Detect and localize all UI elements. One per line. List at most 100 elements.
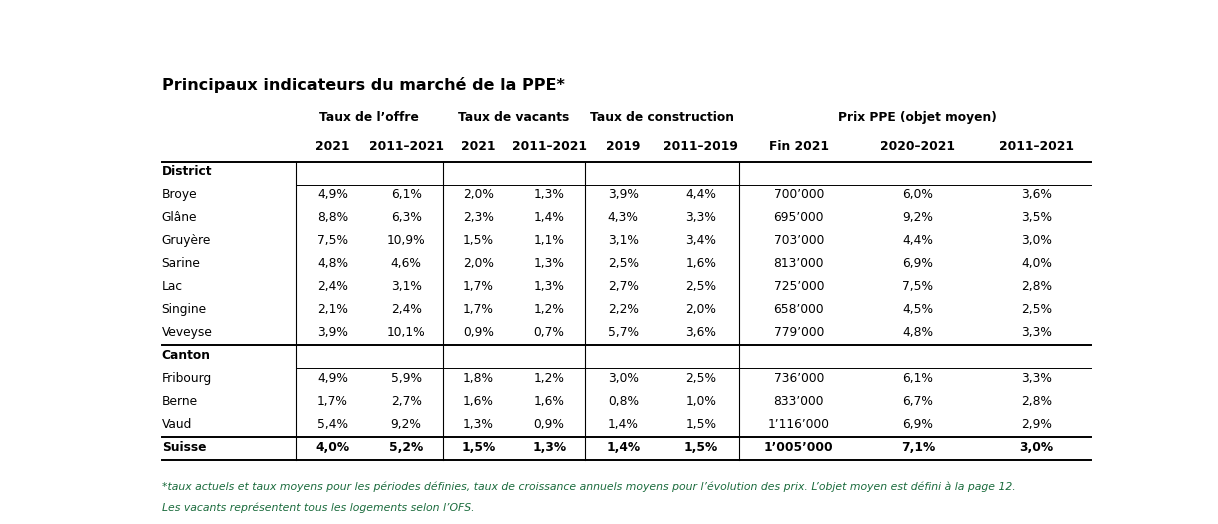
Text: 2021: 2021: [462, 139, 496, 152]
Text: District: District: [162, 165, 212, 178]
Text: 4,9%: 4,9%: [317, 188, 348, 201]
Text: 1,4%: 1,4%: [607, 441, 641, 454]
Text: 703’000: 703’000: [773, 234, 825, 247]
Text: 700’000: 700’000: [773, 188, 825, 201]
Text: 4,5%: 4,5%: [903, 303, 933, 316]
Text: 4,3%: 4,3%: [608, 211, 638, 224]
Text: 2,5%: 2,5%: [1021, 303, 1052, 316]
Text: 2,0%: 2,0%: [686, 303, 716, 316]
Text: 2,1%: 2,1%: [317, 303, 348, 316]
Text: 695’000: 695’000: [773, 211, 825, 224]
Text: 5,4%: 5,4%: [317, 418, 348, 431]
Text: 725’000: 725’000: [773, 280, 825, 293]
Text: 2,9%: 2,9%: [1022, 418, 1052, 431]
Text: 7,1%: 7,1%: [900, 441, 935, 454]
Text: 9,2%: 9,2%: [903, 211, 933, 224]
Text: 2011–2021: 2011–2021: [999, 139, 1074, 152]
Text: 1,7%: 1,7%: [463, 303, 493, 316]
Text: 3,1%: 3,1%: [391, 280, 421, 293]
Text: 3,3%: 3,3%: [686, 211, 716, 224]
Text: 658’000: 658’000: [773, 303, 825, 316]
Text: 4,4%: 4,4%: [686, 188, 716, 201]
Text: 3,4%: 3,4%: [686, 234, 716, 247]
Text: 4,6%: 4,6%: [391, 257, 421, 270]
Text: 1,3%: 1,3%: [533, 257, 565, 270]
Text: Fribourg: Fribourg: [162, 372, 212, 385]
Text: 1,5%: 1,5%: [463, 234, 493, 247]
Text: 6,9%: 6,9%: [903, 418, 933, 431]
Text: 3,3%: 3,3%: [1022, 372, 1052, 385]
Text: 2,5%: 2,5%: [686, 372, 716, 385]
Text: Berne: Berne: [162, 395, 197, 408]
Text: 1,5%: 1,5%: [686, 418, 716, 431]
Text: 8,8%: 8,8%: [317, 211, 348, 224]
Text: 6,1%: 6,1%: [903, 372, 933, 385]
Text: Sarine: Sarine: [162, 257, 201, 270]
Text: 4,8%: 4,8%: [317, 257, 348, 270]
Text: 1’116’000: 1’116’000: [767, 418, 829, 431]
Text: 2021: 2021: [315, 139, 350, 152]
Text: 4,8%: 4,8%: [903, 326, 933, 339]
Text: 1,3%: 1,3%: [533, 188, 565, 201]
Text: Broye: Broye: [162, 188, 197, 201]
Text: 1,5%: 1,5%: [683, 441, 717, 454]
Text: 2,3%: 2,3%: [463, 211, 493, 224]
Text: 6,1%: 6,1%: [391, 188, 421, 201]
Text: Suisse: Suisse: [162, 441, 206, 454]
Text: 779’000: 779’000: [773, 326, 825, 339]
Text: 2019: 2019: [607, 139, 641, 152]
Text: 1,8%: 1,8%: [463, 372, 493, 385]
Text: Vaud: Vaud: [162, 418, 192, 431]
Text: Gruyère: Gruyère: [162, 234, 211, 247]
Text: 2,7%: 2,7%: [391, 395, 421, 408]
Text: 1,5%: 1,5%: [462, 441, 496, 454]
Text: *taux actuels et taux moyens pour les périodes définies, taux de croissance annu: *taux actuels et taux moyens pour les pé…: [162, 482, 1016, 492]
Text: 2011–2019: 2011–2019: [664, 139, 738, 152]
Text: 0,7%: 0,7%: [533, 326, 565, 339]
Text: Prix PPE (objet moyen): Prix PPE (objet moyen): [838, 111, 998, 124]
Text: 1,0%: 1,0%: [686, 395, 716, 408]
Text: 7,5%: 7,5%: [903, 280, 933, 293]
Text: 3,3%: 3,3%: [1022, 326, 1052, 339]
Text: 3,9%: 3,9%: [608, 188, 638, 201]
Text: 1,3%: 1,3%: [463, 418, 493, 431]
Text: 4,0%: 4,0%: [1022, 257, 1052, 270]
Text: 10,1%: 10,1%: [387, 326, 425, 339]
Text: 3,5%: 3,5%: [1021, 211, 1052, 224]
Text: 3,0%: 3,0%: [1019, 441, 1054, 454]
Text: Singine: Singine: [162, 303, 207, 316]
Text: 5,2%: 5,2%: [389, 441, 424, 454]
Text: 1,4%: 1,4%: [608, 418, 638, 431]
Text: Lac: Lac: [162, 280, 183, 293]
Text: Veveyse: Veveyse: [162, 326, 213, 339]
Text: 9,2%: 9,2%: [391, 418, 421, 431]
Text: 2,0%: 2,0%: [463, 188, 493, 201]
Text: 3,0%: 3,0%: [608, 372, 638, 385]
Text: 1,2%: 1,2%: [533, 372, 565, 385]
Text: Taux de vacants: Taux de vacants: [458, 111, 569, 124]
Text: 1,3%: 1,3%: [533, 280, 565, 293]
Text: 3,6%: 3,6%: [1022, 188, 1052, 201]
Text: 1,6%: 1,6%: [533, 395, 565, 408]
Text: 6,3%: 6,3%: [391, 211, 421, 224]
Text: 1,4%: 1,4%: [533, 211, 565, 224]
Text: 2,5%: 2,5%: [686, 280, 716, 293]
Text: Fin 2021: Fin 2021: [769, 139, 829, 152]
Text: Taux de construction: Taux de construction: [590, 111, 734, 124]
Text: 2020–2021: 2020–2021: [881, 139, 955, 152]
Text: 3,9%: 3,9%: [317, 326, 348, 339]
Text: 1’005’000: 1’005’000: [764, 441, 833, 454]
Text: Canton: Canton: [162, 349, 211, 362]
Text: 2011–2021: 2011–2021: [369, 139, 443, 152]
Text: 2,8%: 2,8%: [1021, 280, 1052, 293]
Text: 1,6%: 1,6%: [463, 395, 493, 408]
Text: 813’000: 813’000: [773, 257, 825, 270]
Text: 1,6%: 1,6%: [686, 257, 716, 270]
Text: Les vacants représentent tous les logements selon l’OFS.: Les vacants représentent tous les logeme…: [162, 503, 474, 513]
Text: 2,5%: 2,5%: [608, 257, 638, 270]
Text: 1,7%: 1,7%: [463, 280, 493, 293]
Text: 6,7%: 6,7%: [903, 395, 933, 408]
Text: Principaux indicateurs du marché de la PPE*: Principaux indicateurs du marché de la P…: [162, 77, 565, 93]
Text: 4,4%: 4,4%: [903, 234, 933, 247]
Text: 2,2%: 2,2%: [608, 303, 638, 316]
